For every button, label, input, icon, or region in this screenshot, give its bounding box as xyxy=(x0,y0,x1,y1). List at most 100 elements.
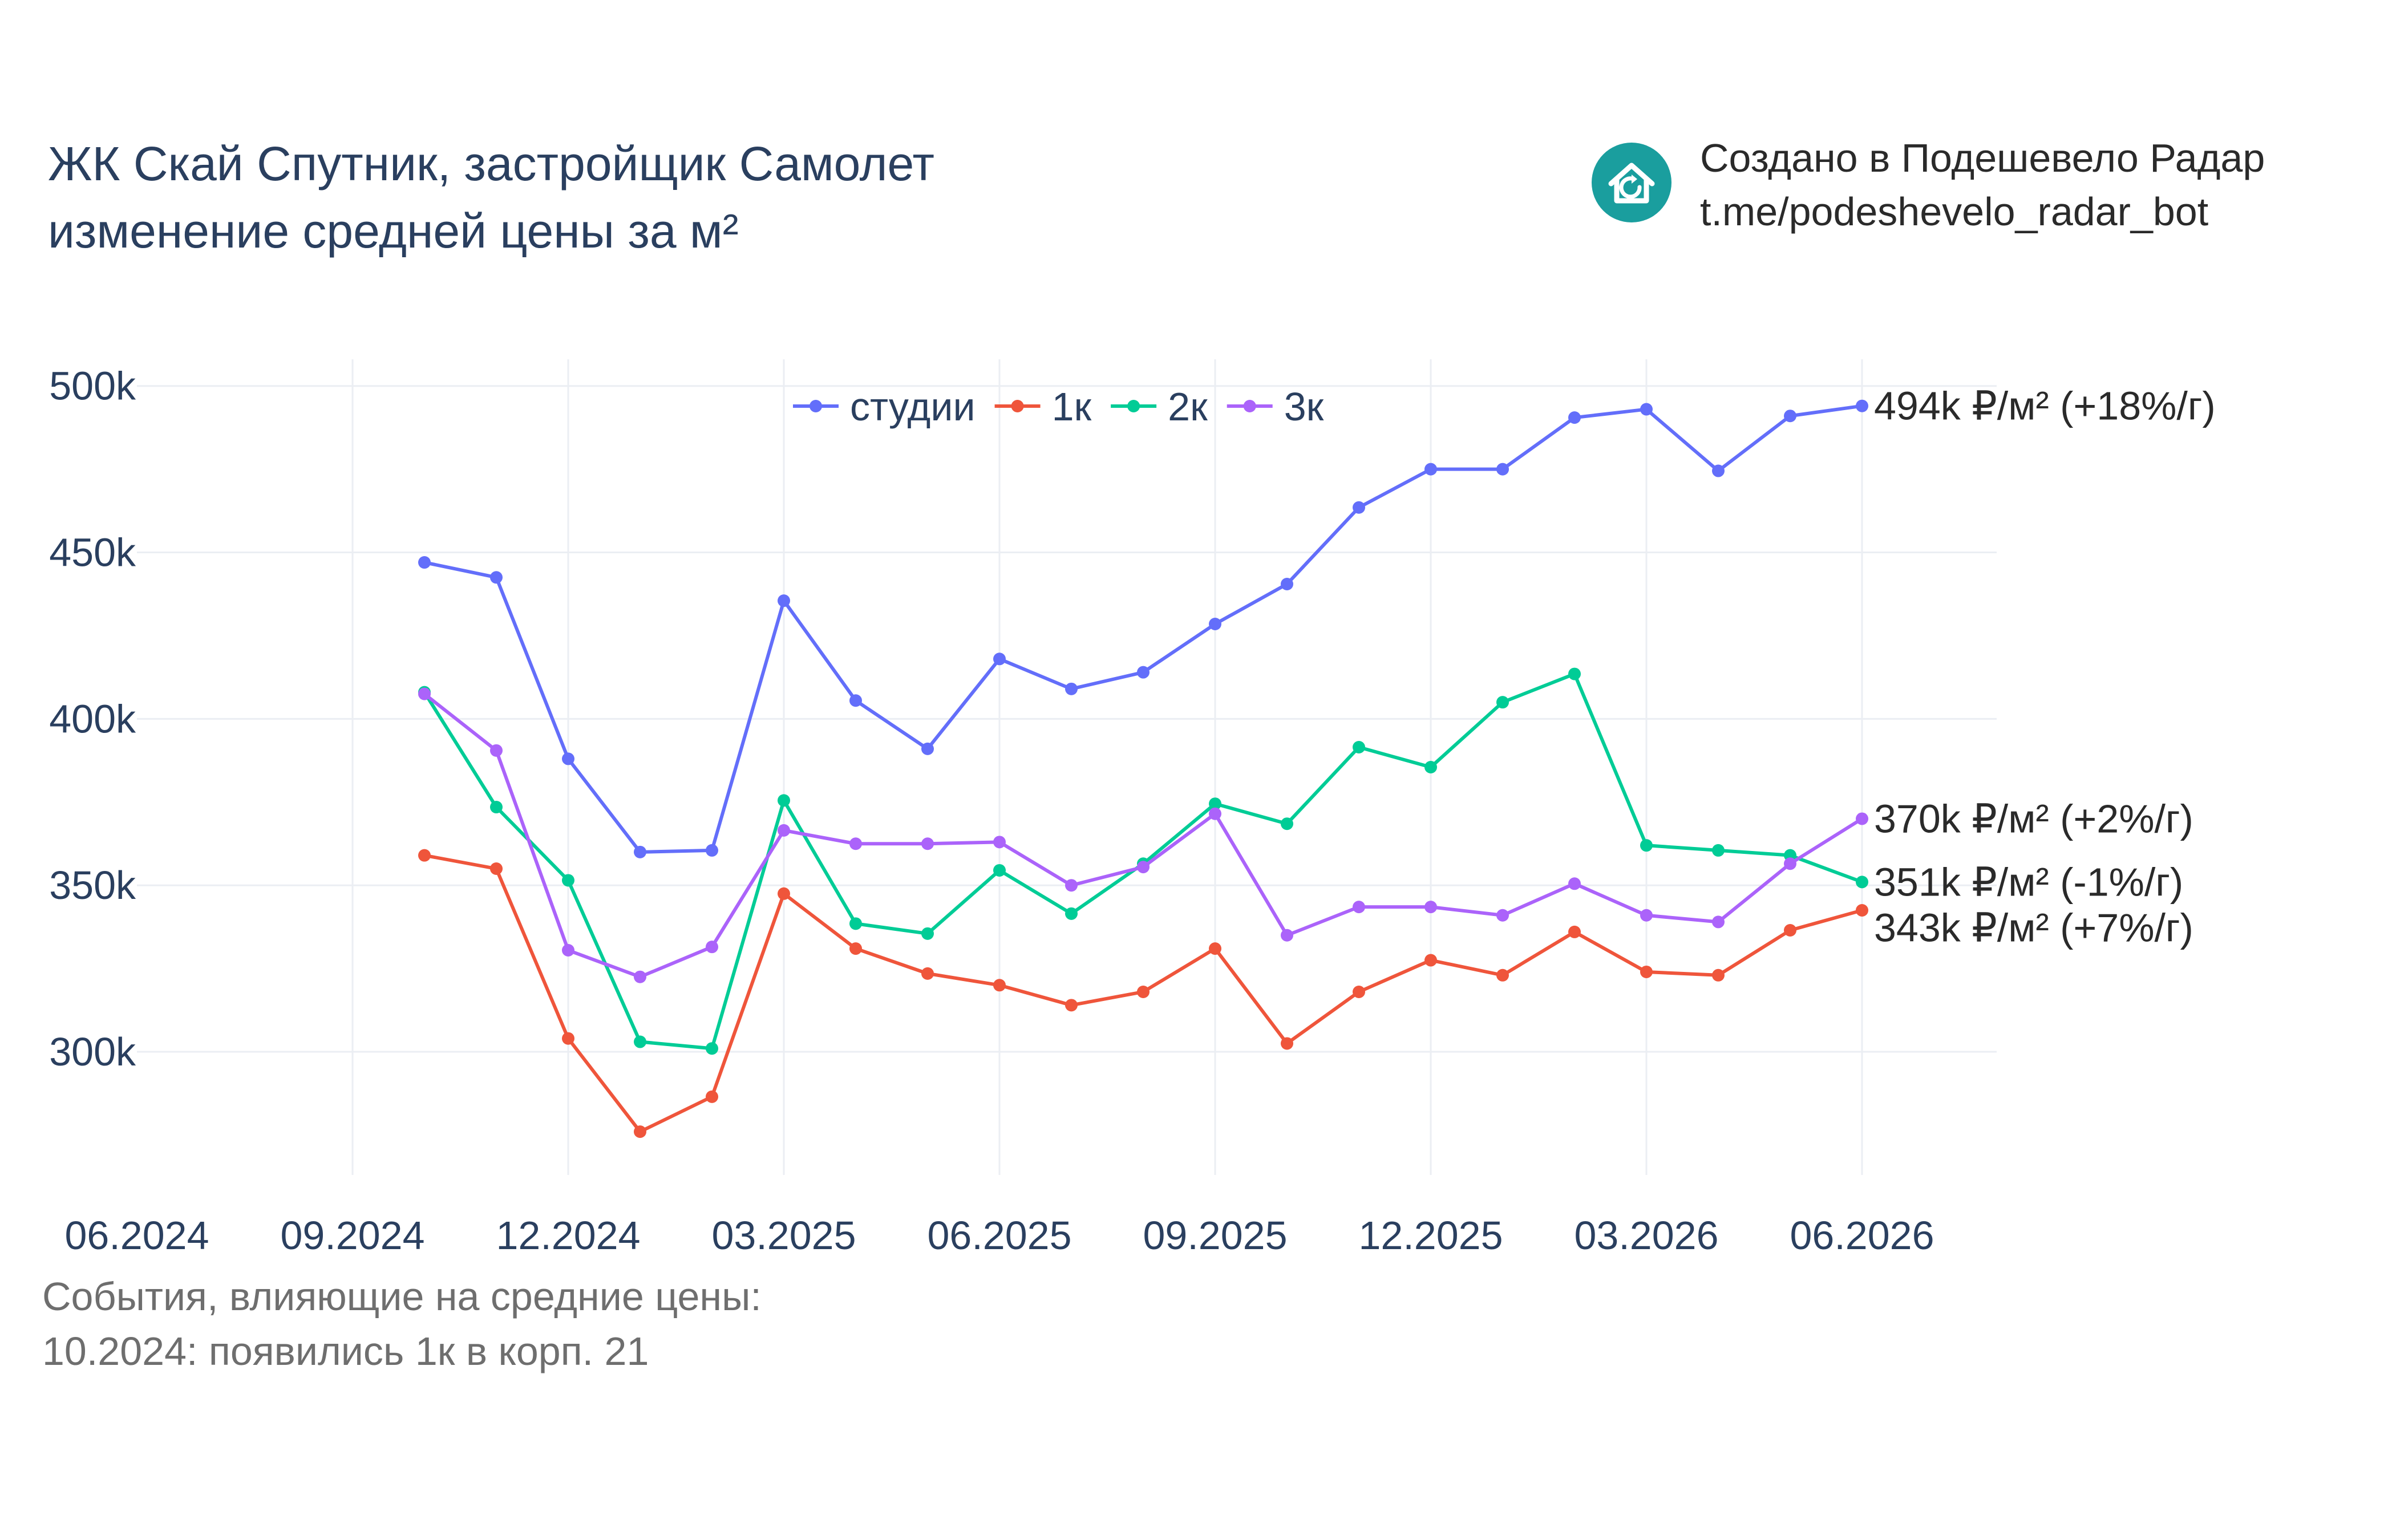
brand-name: Создано в Подешевело Радар xyxy=(1700,136,2265,180)
data-point xyxy=(1353,901,1365,914)
legend-swatch-marker xyxy=(810,400,822,412)
data-point xyxy=(993,979,1006,992)
data-point xyxy=(778,824,790,837)
data-point xyxy=(993,836,1006,849)
data-point xyxy=(1568,925,1581,938)
data-point xyxy=(1784,924,1796,937)
data-point xyxy=(778,794,790,807)
chart-title-line2: изменение средней цены за м² xyxy=(48,204,739,258)
end-label-студии: 494k ₽/м² (+18%/г) xyxy=(1874,384,2216,428)
data-point xyxy=(849,837,862,850)
data-point xyxy=(1568,667,1581,680)
data-point xyxy=(418,556,431,569)
data-point xyxy=(562,874,574,887)
data-point xyxy=(1856,876,1868,889)
chart-series xyxy=(418,399,1868,1138)
data-point xyxy=(849,917,862,930)
data-point xyxy=(1137,985,1150,998)
data-point xyxy=(1568,877,1581,890)
x-tick-label: 09.2024 xyxy=(280,1213,424,1255)
data-point xyxy=(1640,965,1653,978)
data-point xyxy=(1065,999,1078,1012)
data-point xyxy=(1209,807,1221,820)
brand-text: Создано в Подешевело Радар t.me/podeshev… xyxy=(1700,131,2265,238)
chart-title-line1: ЖК Скай Спутник, застройщик Самолет xyxy=(48,137,934,191)
x-tick-label: 03.2026 xyxy=(1574,1213,1718,1255)
x-tick-label: 06.2025 xyxy=(927,1213,1071,1255)
legend-item-студии: студии xyxy=(793,384,976,429)
events-note: События, влияющие на средние цены: 10.20… xyxy=(42,1269,762,1379)
legend-item-1к: 1к xyxy=(994,384,1092,429)
data-point xyxy=(1353,501,1365,514)
data-point xyxy=(1209,618,1221,631)
data-point xyxy=(1065,907,1078,920)
data-point xyxy=(993,653,1006,666)
data-point xyxy=(1281,1037,1293,1050)
data-point xyxy=(1496,909,1509,922)
data-point xyxy=(490,744,503,757)
x-tick-label: 12.2025 xyxy=(1358,1213,1503,1255)
data-point xyxy=(1281,817,1293,830)
data-point xyxy=(921,742,934,755)
legend-label: 2к xyxy=(1168,384,1208,429)
data-point xyxy=(418,687,431,700)
legend-label: 3к xyxy=(1284,384,1324,429)
data-point xyxy=(1784,857,1796,870)
legend-swatch-marker xyxy=(1127,400,1140,412)
data-point xyxy=(706,941,718,954)
series-студии xyxy=(418,399,1868,858)
data-point xyxy=(1065,879,1078,892)
data-point xyxy=(1209,797,1221,810)
data-point xyxy=(1712,844,1725,857)
x-tick-label: 06.2024 xyxy=(64,1213,209,1255)
data-point xyxy=(1640,403,1653,416)
data-point xyxy=(1137,861,1150,874)
data-point xyxy=(921,967,934,980)
data-point xyxy=(1281,929,1293,942)
data-point xyxy=(1568,411,1581,424)
data-point xyxy=(1640,909,1653,922)
data-point xyxy=(634,970,646,983)
data-point xyxy=(1137,666,1150,679)
brand-link[interactable]: t.me/podeshevelo_radar_bot xyxy=(1700,189,2209,234)
data-point xyxy=(634,1035,646,1048)
y-tick-label: 400k xyxy=(49,696,136,741)
data-point xyxy=(706,1042,718,1055)
data-point xyxy=(1496,968,1509,982)
data-point xyxy=(1496,463,1509,476)
legend-label: студии xyxy=(850,384,976,429)
data-point xyxy=(1065,682,1078,695)
x-tick-label: 06.2026 xyxy=(1790,1213,1934,1255)
price-line-chart: 06.2024 09.2024 12.2024 03.2025 06.2025 09.20… xyxy=(49,359,2216,1255)
end-label-2к: 351k ₽/м² (-1%/г) xyxy=(1874,860,2183,904)
events-heading: События, влияющие на средние цены: xyxy=(42,1274,762,1319)
y-tick-label: 300k xyxy=(49,1030,136,1074)
chart-title: ЖК Скай Спутник, застройщик Самолет изме… xyxy=(48,130,934,265)
data-point xyxy=(418,849,431,862)
x-tick-label: 03.2025 xyxy=(711,1213,856,1255)
x-tick-label: 12.2024 xyxy=(496,1213,640,1255)
x-tick-label: 09.2025 xyxy=(1143,1213,1287,1255)
data-point xyxy=(490,801,503,814)
data-point xyxy=(562,1032,574,1045)
data-point xyxy=(1784,410,1796,423)
legend-swatch-marker xyxy=(1243,400,1256,412)
data-point xyxy=(1712,464,1725,477)
data-point xyxy=(993,864,1006,877)
data-point xyxy=(778,887,790,900)
data-point xyxy=(706,1090,718,1103)
y-tick-label: 500k xyxy=(49,364,136,408)
data-point xyxy=(1281,577,1293,590)
data-point xyxy=(490,862,503,876)
data-point xyxy=(1856,399,1868,412)
data-point xyxy=(490,571,503,584)
data-point xyxy=(921,927,934,940)
data-point xyxy=(1856,903,1868,917)
y-tick-label: 450k xyxy=(49,530,136,575)
data-point xyxy=(1712,968,1725,982)
data-point xyxy=(1424,901,1437,914)
series-3к xyxy=(418,687,1868,983)
data-point xyxy=(849,694,862,707)
end-label-1к: 343k ₽/м² (+7%/г) xyxy=(1874,905,2193,950)
data-point xyxy=(1353,985,1365,998)
